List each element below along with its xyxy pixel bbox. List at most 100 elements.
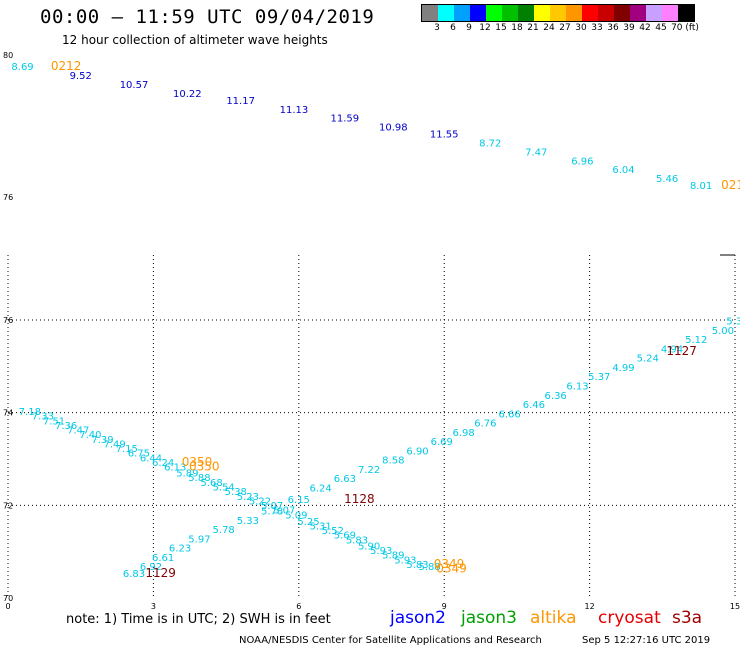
colorbar-label: 27 bbox=[559, 23, 571, 33]
lon-label: 0 bbox=[5, 602, 10, 611]
colorbar-label: 24 bbox=[543, 23, 555, 33]
colorbar-label: 21 bbox=[527, 23, 539, 33]
pass-time: 1129 bbox=[145, 566, 176, 580]
swh-value: 7.22 bbox=[358, 465, 380, 476]
colorbar-swatch bbox=[534, 5, 550, 21]
swh-value: 5.88 bbox=[419, 562, 441, 573]
pass-time: 0350 bbox=[189, 460, 220, 474]
swh-value: 7.36 bbox=[55, 421, 77, 432]
swh-value: 6.90 bbox=[406, 446, 428, 457]
pass-time: 0212 bbox=[51, 59, 82, 73]
swh-value: 5.38 bbox=[225, 487, 247, 498]
lon-label: 9 bbox=[442, 602, 447, 611]
swh-value: 7.40 bbox=[79, 430, 101, 441]
lat-label: 76 bbox=[3, 193, 13, 202]
swh-value: 5.83 bbox=[406, 560, 428, 571]
swh-value: 5.93 bbox=[394, 555, 416, 566]
swh-value: 10.57 bbox=[120, 80, 149, 91]
swh-value: 7.39 bbox=[91, 435, 113, 446]
colorbar-swatch bbox=[566, 5, 582, 21]
lat-label: 76 bbox=[3, 316, 13, 325]
pass-time: 021 bbox=[721, 178, 740, 192]
legend-cryosat: cryosat bbox=[598, 608, 661, 628]
swh-value: 7.49 bbox=[103, 439, 125, 450]
colorbar-label: 42 bbox=[639, 23, 651, 33]
colorbar-swatch bbox=[486, 5, 502, 21]
colorbar-swatch bbox=[438, 5, 454, 21]
swh-value: 7.15 bbox=[116, 444, 138, 455]
swh-value: 5.25 bbox=[297, 517, 319, 528]
pass-time: 0349 bbox=[434, 557, 465, 571]
swh-value: 6.13 bbox=[164, 463, 186, 474]
swh-value: 11.13 bbox=[280, 105, 309, 116]
swh-value: 5.33 bbox=[237, 516, 259, 527]
swh-value: 5.07 bbox=[261, 501, 283, 512]
map-title: 00:00 – 11:59 UTC 09/04/2019 bbox=[40, 6, 375, 28]
colorbar-label: 30 bbox=[575, 23, 587, 33]
lat-label: 70 bbox=[3, 594, 13, 603]
credit-line: NOAA/NESDIS Center for Satellite Applica… bbox=[239, 635, 542, 646]
colorbar-label: 3 bbox=[434, 23, 440, 33]
footnote: note: 1) Time is in UTC; 2) SWH is in fe… bbox=[66, 612, 331, 627]
swh-value: 10.98 bbox=[379, 123, 408, 134]
swh-value: 5.83 bbox=[346, 535, 368, 546]
swh-value: 5.78 bbox=[261, 507, 283, 518]
swh-value: 4.94 bbox=[661, 344, 683, 355]
colorbar-swatch bbox=[646, 5, 662, 21]
swh-value: 8.69 bbox=[11, 62, 33, 73]
swh-value: 5.31 bbox=[309, 521, 331, 532]
swh-value: 6.13 bbox=[566, 382, 588, 393]
legend-altika: altika bbox=[530, 608, 577, 628]
swh-value: 6.04 bbox=[612, 165, 634, 176]
swh-value: 5.52 bbox=[322, 526, 344, 537]
swh-value: 5.54 bbox=[213, 483, 235, 494]
swh-value: 8.58 bbox=[382, 456, 404, 467]
swh-value: 5.78 bbox=[213, 525, 235, 536]
swh-value: 5.97 bbox=[188, 534, 210, 545]
colorbar-swatch bbox=[678, 5, 694, 21]
colorbar-swatch bbox=[630, 5, 646, 21]
swh-value: 7.47 bbox=[67, 426, 89, 437]
pass-time: 0350 bbox=[182, 455, 213, 469]
lon-label: 6 bbox=[296, 602, 301, 611]
pass-time: 1128 bbox=[344, 492, 375, 506]
swh-value: 6.98 bbox=[452, 428, 474, 439]
colorbar-swatch bbox=[614, 5, 630, 21]
swh-value: 5.89 bbox=[382, 551, 404, 562]
swh-value: 5.89 bbox=[176, 469, 198, 480]
colorbar-label: 33 bbox=[591, 23, 603, 33]
swh-value: 6.36 bbox=[545, 391, 567, 402]
swh-value: 6.69 bbox=[431, 437, 453, 448]
colorbar-swatch bbox=[502, 5, 518, 21]
swh-value: 6.76 bbox=[474, 419, 496, 430]
lat-label: 72 bbox=[3, 501, 13, 510]
swh-value: 5.09 bbox=[285, 510, 307, 521]
swh-value: 6.63 bbox=[334, 474, 356, 485]
swh-value: 5.00 bbox=[712, 326, 734, 337]
colorbar-label: 45 bbox=[655, 23, 667, 33]
swh-value: 5.68 bbox=[200, 478, 222, 489]
lat-label: 80 bbox=[3, 51, 13, 60]
generated-timestamp: Sep 5 12:27:16 UTC 2019 bbox=[582, 635, 711, 646]
swh-value: 7.18 bbox=[19, 407, 41, 418]
swh-value: 5.23 bbox=[237, 492, 259, 503]
colorbar-label: 9 bbox=[466, 23, 472, 33]
swh-value: 5.90 bbox=[358, 541, 380, 552]
colorbar-label: 12 bbox=[479, 23, 491, 33]
swh-value: 11.55 bbox=[430, 130, 459, 141]
swh-value: 4.99 bbox=[612, 363, 634, 374]
swh-value: 8.72 bbox=[479, 139, 501, 150]
swh-value: 6.61 bbox=[152, 553, 174, 564]
swh-value: 6.96 bbox=[571, 156, 593, 167]
swh-value: 11.17 bbox=[226, 96, 255, 107]
swh-value: 5.37 bbox=[588, 372, 610, 383]
swh-value: 6.23 bbox=[169, 544, 191, 555]
lon-label: 15 bbox=[730, 602, 740, 611]
swh-value: 5.30 bbox=[726, 317, 740, 328]
colorbar-swatch bbox=[422, 5, 438, 21]
lat-label: 74 bbox=[3, 409, 13, 418]
swh-value: 8.01 bbox=[690, 181, 712, 192]
map-subtitle: 12 hour collection of altimeter wave hei… bbox=[62, 33, 328, 47]
colorbar-label: 70 (ft) bbox=[671, 23, 699, 33]
